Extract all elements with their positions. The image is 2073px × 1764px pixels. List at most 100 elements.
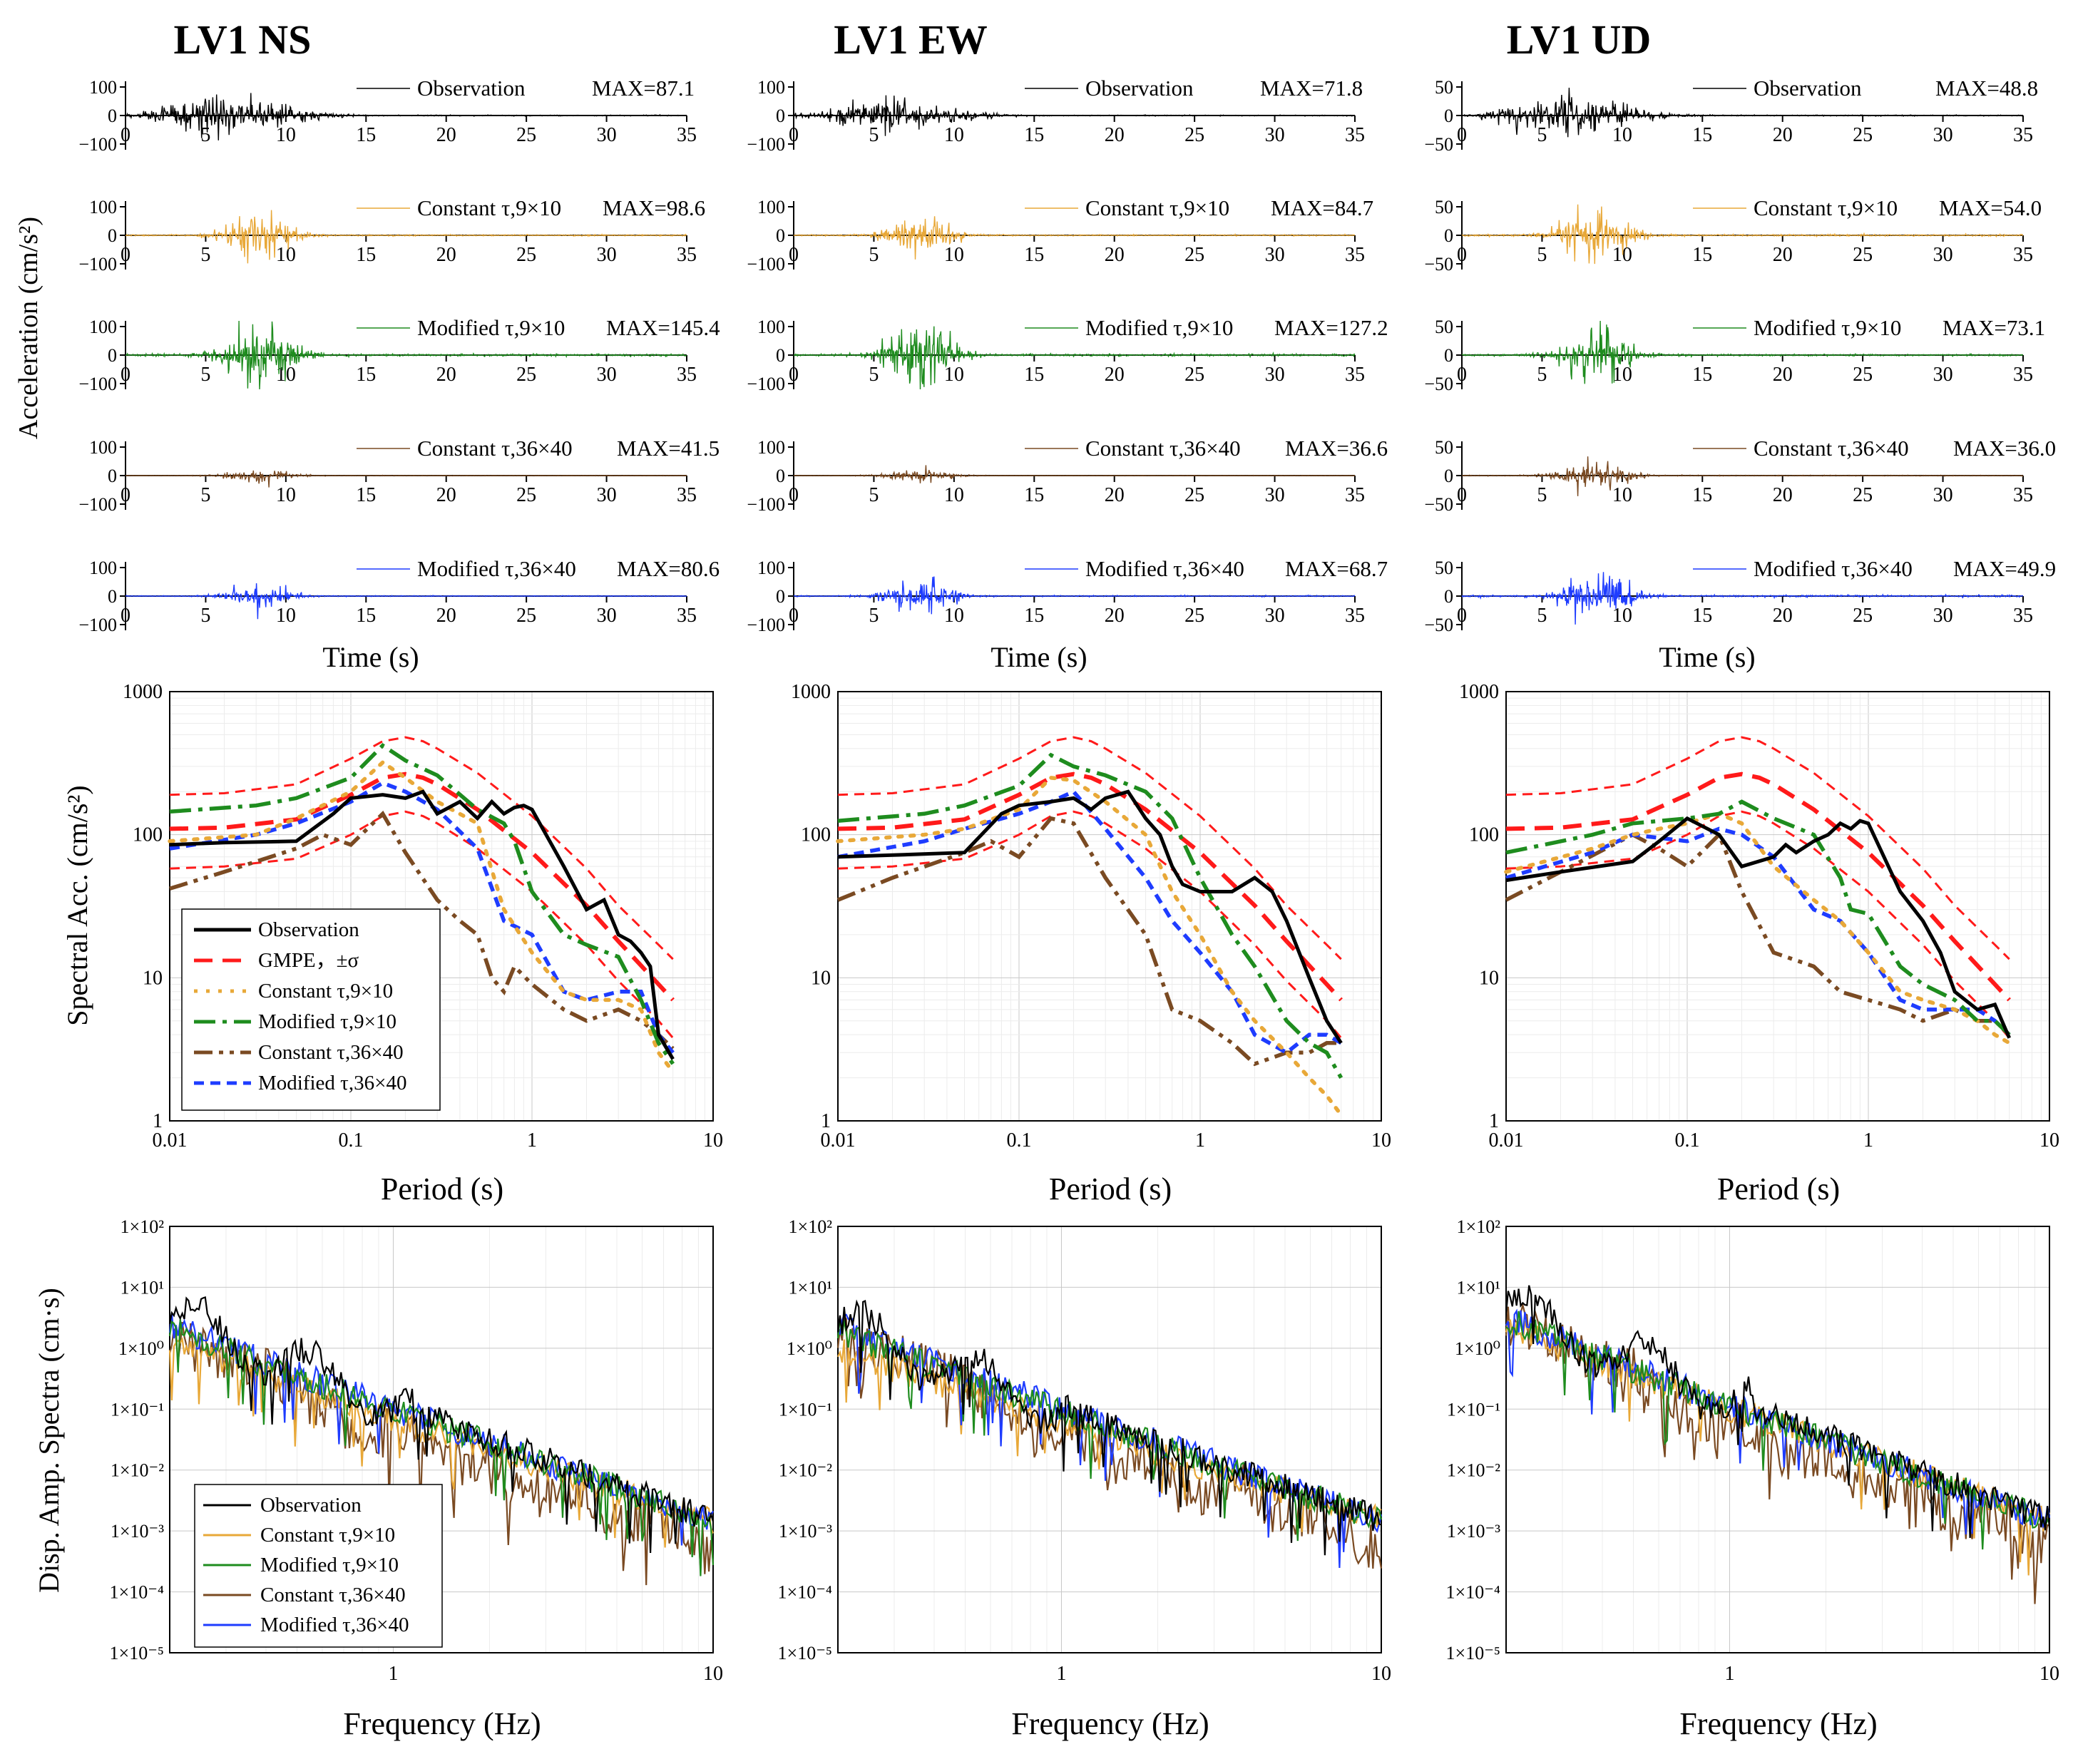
y-tick-label: 0 bbox=[108, 466, 117, 486]
max-label: MAX=36.6 bbox=[1285, 436, 1388, 461]
x-tick-label: 10 bbox=[944, 244, 964, 266]
x-tick-label: 0 bbox=[789, 244, 799, 266]
y-axis-label-disp: Disp. Amp. Spectra (cm·s) bbox=[33, 1288, 65, 1593]
spectrum-line-ct9 bbox=[836, 775, 1343, 1117]
waveform-ct36 bbox=[1461, 456, 2024, 496]
x-tick-label: 10 bbox=[2039, 1663, 2059, 1685]
x-tick-label: 35 bbox=[677, 484, 697, 506]
y-tick-label: 1×10⁻³ bbox=[779, 1521, 832, 1542]
x-tick-label: 1 bbox=[388, 1663, 398, 1685]
x-tick-label: 30 bbox=[1933, 244, 1953, 266]
column-title: LV1 EW bbox=[834, 16, 987, 63]
x-tick-label: 20 bbox=[1105, 244, 1125, 266]
y-tick-label: 1×10⁻¹ bbox=[779, 1399, 832, 1420]
x-tick-label: 20 bbox=[436, 484, 456, 506]
x-tick-label: 35 bbox=[2013, 124, 2033, 146]
x-tick-label: 15 bbox=[1024, 484, 1044, 506]
y-tick-label: 1×10² bbox=[789, 1216, 833, 1237]
y-tick-label: 50 bbox=[1435, 437, 1453, 458]
y-tick-label: 1×10⁻⁵ bbox=[1446, 1643, 1500, 1663]
x-tick-label: 25 bbox=[1853, 605, 1873, 627]
y-tick-label: 1×10⁻¹ bbox=[1447, 1399, 1500, 1420]
y-tick-label: 0 bbox=[776, 345, 785, 366]
waveform-label: Constant τ,36×40 bbox=[1754, 436, 1909, 461]
max-label: MAX=127.2 bbox=[1274, 315, 1388, 340]
y-tick-label: 100 bbox=[757, 197, 785, 217]
x-tick-label: 30 bbox=[597, 124, 617, 146]
x-tick-label: 15 bbox=[356, 124, 376, 146]
y-tick-label: 0 bbox=[776, 586, 785, 607]
x-tick-label: 25 bbox=[1184, 244, 1204, 266]
y-tick-label: 1×10⁻² bbox=[1447, 1460, 1500, 1481]
x-tick-label: 10 bbox=[1612, 484, 1632, 506]
max-label: MAX=80.6 bbox=[617, 556, 720, 581]
x-tick-label: 5 bbox=[1537, 484, 1547, 506]
x-tick-label: 25 bbox=[1184, 364, 1204, 386]
y-tick-label: 1×10⁻⁵ bbox=[778, 1643, 832, 1663]
x-tick-label: 10 bbox=[1612, 124, 1632, 146]
y-tick-label: 1×10⁻⁵ bbox=[110, 1643, 164, 1663]
y-tick-label: 1×10⁻³ bbox=[1447, 1521, 1500, 1542]
x-tick-label: 30 bbox=[1933, 124, 1953, 146]
spectrum-line-mt36 bbox=[169, 781, 675, 1055]
x-tick-label: 10 bbox=[1371, 1129, 1391, 1152]
x-tick-label: 10 bbox=[1612, 605, 1632, 627]
y-tick-label: 1×10⁻³ bbox=[111, 1521, 164, 1542]
max-label: MAX=48.8 bbox=[1935, 76, 2038, 101]
y-tick-label: 1×10⁻⁴ bbox=[778, 1582, 832, 1603]
x-tick-label: 5 bbox=[200, 605, 210, 627]
plot-frame bbox=[837, 1226, 1382, 1653]
y-tick-label: −100 bbox=[747, 374, 785, 394]
y-tick-label: 1 bbox=[153, 1110, 163, 1132]
x-tick-label: 0 bbox=[121, 605, 130, 627]
x-tick-label: 35 bbox=[1345, 605, 1365, 627]
spectrum-line-ct9 bbox=[168, 759, 675, 1075]
y-tick-label: −50 bbox=[1424, 615, 1453, 635]
x-axis-label-period: Period (s) bbox=[1717, 1171, 1840, 1206]
x-tick-label: 15 bbox=[356, 244, 376, 266]
y-tick-label: 0 bbox=[108, 345, 117, 366]
waveform-label: Constant τ,9×10 bbox=[1754, 195, 1898, 220]
y-tick-label: 100 bbox=[757, 317, 785, 337]
legend-label: Constant τ,9×10 bbox=[260, 1524, 395, 1547]
max-label: MAX=73.1 bbox=[1943, 315, 2045, 340]
max-label: MAX=98.6 bbox=[603, 195, 705, 220]
waveform-ct36 bbox=[793, 465, 1355, 483]
x-tick-label: 35 bbox=[1345, 244, 1365, 266]
x-tick-label: 10 bbox=[2039, 1129, 2059, 1152]
x-tick-label: 10 bbox=[276, 124, 296, 146]
spectrum-line-mt9 bbox=[837, 752, 1343, 1079]
x-tick-label: 25 bbox=[1184, 605, 1204, 627]
waveform-label: Observation bbox=[1754, 76, 1862, 101]
x-tick-label: 5 bbox=[869, 605, 879, 627]
response-spectra-panel: 0.01 0.1 1 10 1 10 100 1000 Period (s) bbox=[791, 681, 1391, 1206]
x-tick-label: 5 bbox=[869, 244, 879, 266]
legend-label: Constant τ,36×40 bbox=[258, 1041, 404, 1064]
x-tick-label: 0 bbox=[121, 484, 130, 506]
x-tick-label: 30 bbox=[1933, 484, 1953, 506]
x-tick-label: 35 bbox=[677, 605, 697, 627]
waveform-mt36 bbox=[793, 576, 1356, 615]
x-tick-label: 15 bbox=[1024, 364, 1044, 386]
y-tick-label: 100 bbox=[757, 437, 785, 458]
x-tick-label: 10 bbox=[944, 484, 964, 506]
waveform-obs bbox=[793, 95, 1356, 136]
max-label: MAX=54.0 bbox=[1939, 195, 2042, 220]
max-label: MAX=145.4 bbox=[606, 315, 720, 340]
x-tick-label: 15 bbox=[1692, 484, 1712, 506]
gmpe-plus-sigma-line bbox=[169, 736, 674, 960]
waveform-ct9 bbox=[1461, 204, 2024, 265]
response-spectra-panel: 0.01 0.1 1 10 1 10 100 1000 Period (s) bbox=[1459, 681, 2059, 1206]
fourier-line-ct36 bbox=[1505, 1302, 2050, 1604]
x-tick-label: 15 bbox=[356, 605, 376, 627]
x-tick-label: 1 bbox=[527, 1129, 537, 1152]
y-tick-label: 0 bbox=[108, 106, 117, 126]
x-axis-label-period: Period (s) bbox=[381, 1171, 503, 1206]
gmpe-plus-sigma-line bbox=[1505, 736, 2010, 960]
y-tick-label: 1×10⁻¹ bbox=[111, 1399, 164, 1420]
plot-frame bbox=[1505, 691, 2050, 1122]
x-tick-label: 0 bbox=[789, 605, 799, 627]
x-tick-label: 1 bbox=[1863, 1129, 1873, 1152]
